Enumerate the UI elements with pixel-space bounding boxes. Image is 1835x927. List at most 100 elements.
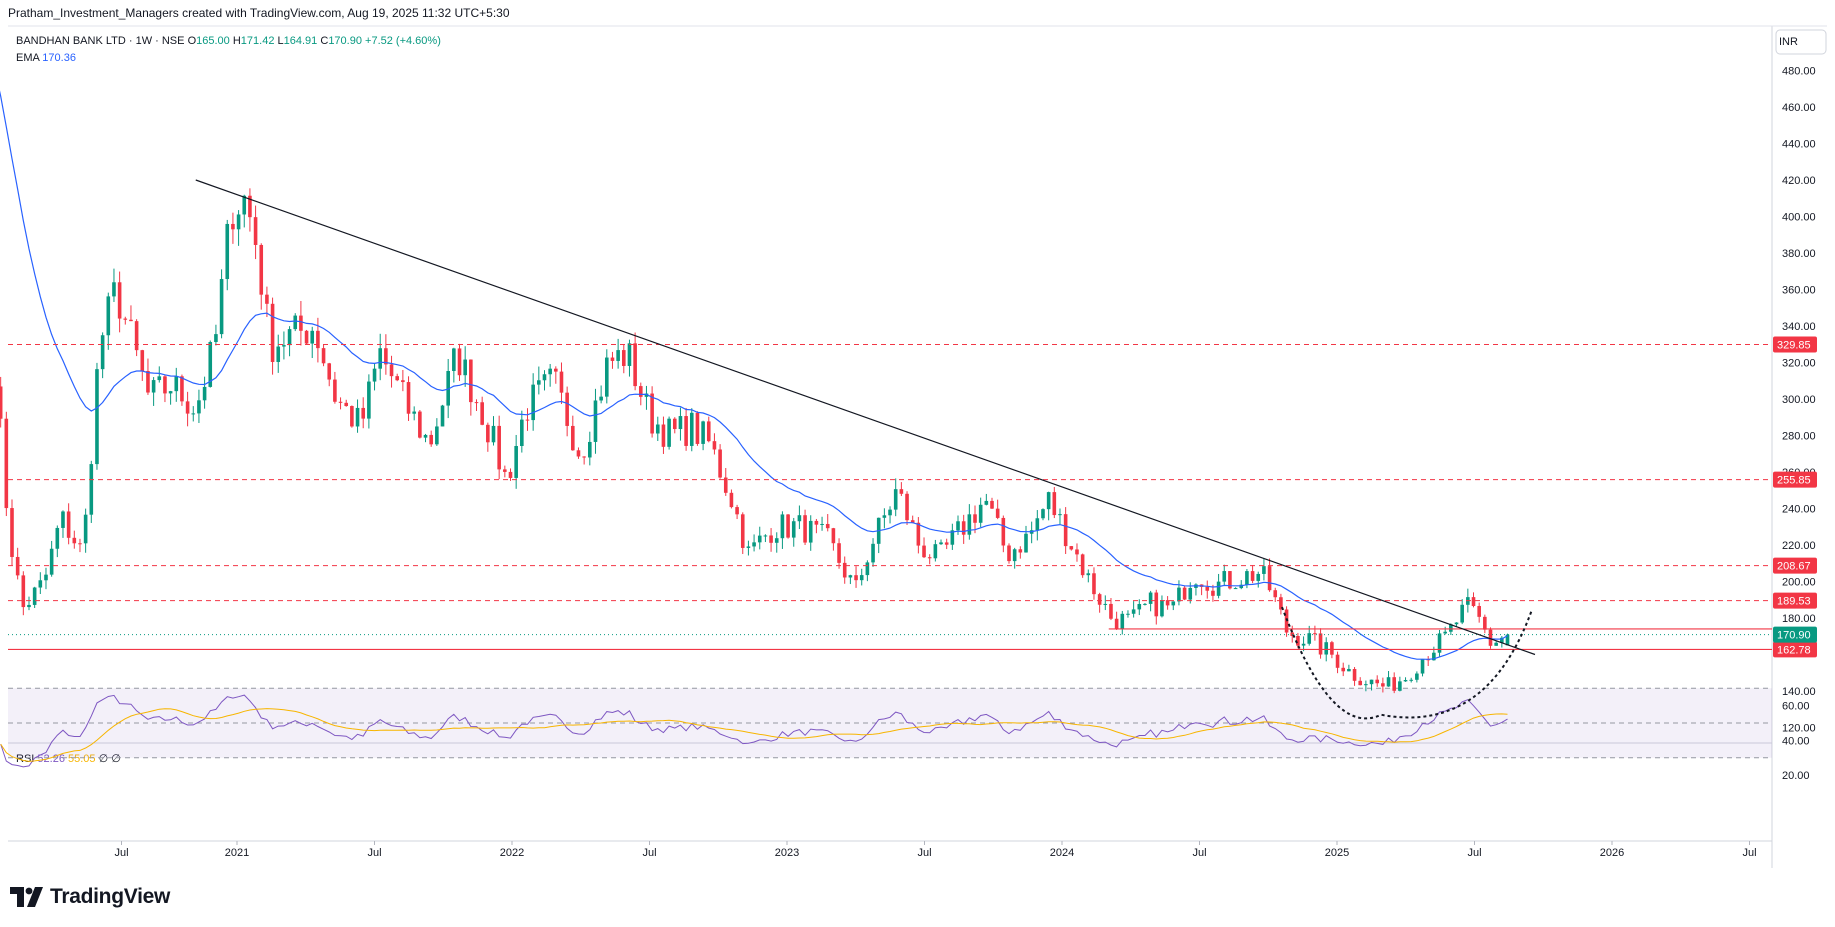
time-tick-label: 2024 [1050, 847, 1074, 859]
candle-body [1120, 613, 1125, 629]
candle-body [706, 421, 711, 442]
currency-label[interactable]: INR [1779, 36, 1798, 48]
candle [1262, 559, 1266, 581]
price-level-label: 255.85 [1777, 475, 1811, 487]
candle-body [1267, 566, 1272, 591]
candle-body [814, 520, 819, 525]
candle-body [616, 350, 620, 361]
candle-body [1148, 592, 1153, 604]
candle [621, 344, 626, 374]
candle-body [990, 500, 994, 509]
candle [378, 333, 383, 381]
time-tick-label: 2025 [1325, 847, 1349, 859]
candle [27, 596, 31, 611]
candle [905, 491, 909, 525]
rsi-label[interactable]: RSI [16, 753, 35, 765]
candle-body [984, 500, 989, 505]
candle-body [1041, 509, 1045, 519]
candle [21, 571, 26, 616]
candle [95, 362, 99, 470]
candle-body [927, 557, 932, 559]
candle [916, 517, 921, 554]
candle-body [10, 508, 14, 557]
candle [38, 572, 43, 595]
candle-body [973, 514, 977, 523]
candle-body [106, 296, 111, 336]
candle-body [791, 521, 796, 538]
candle-body [497, 425, 501, 470]
candle-body [1279, 597, 1283, 610]
candle [412, 406, 416, 421]
time-tick-label: Jul [1467, 847, 1481, 859]
candle-body [384, 348, 388, 365]
candle-body [514, 445, 518, 478]
candle [695, 411, 700, 446]
candle [1205, 580, 1210, 599]
candle [1024, 525, 1028, 553]
candle [842, 556, 847, 584]
price-tick-label: 180.00 [1782, 613, 1816, 625]
candle-body [576, 450, 581, 457]
candle-body [372, 368, 377, 382]
candle [32, 586, 37, 609]
price-tick-label: 240.00 [1782, 504, 1816, 516]
price-change: +7.52 (+4.60%) [365, 35, 441, 47]
candle [146, 358, 150, 395]
candle-body [151, 380, 156, 393]
candle [876, 517, 881, 554]
candle-body [463, 359, 467, 376]
candle [202, 376, 207, 409]
candle-body [1018, 549, 1023, 553]
candle [944, 538, 949, 550]
candle-body [1058, 514, 1062, 516]
candle-body [667, 418, 671, 447]
candle-body [1500, 637, 1504, 643]
candle-body [1126, 613, 1130, 615]
candle [655, 416, 660, 441]
candle-body [15, 556, 20, 576]
candle [163, 374, 167, 403]
candle-body [797, 515, 802, 522]
candle-body [1494, 642, 1498, 646]
candle-body [593, 400, 598, 442]
candle [1409, 677, 1413, 683]
symbol-name[interactable]: BANDHAN BANK LTD · 1W · NSE [16, 35, 185, 47]
ohlc-row: BANDHAN BANK LTD · 1W · NSE O165.00 H171… [16, 33, 441, 50]
candle-body [956, 521, 960, 531]
candle [808, 515, 813, 551]
candle-body [1318, 633, 1323, 655]
candle [633, 332, 637, 391]
candle-body [333, 379, 337, 402]
candle [265, 286, 269, 318]
candle [1267, 558, 1272, 592]
candle [1126, 610, 1130, 618]
price-tick-label: 480.00 [1782, 66, 1816, 78]
tradingview-logo[interactable]: TradingView [10, 885, 170, 909]
candle [1279, 593, 1283, 615]
last-price-badge [1773, 626, 1817, 643]
ema-label[interactable]: EMA [16, 52, 40, 64]
candle [72, 530, 77, 549]
candle [1403, 677, 1408, 682]
candle-body [633, 343, 637, 387]
candle-body [1222, 571, 1227, 582]
candle-body [1505, 634, 1510, 646]
ohlc-open-label: O [187, 35, 197, 47]
candle-body [712, 441, 717, 450]
candle-body [259, 244, 264, 295]
candle [514, 434, 518, 489]
candle-body [140, 350, 145, 371]
candle-body [899, 489, 904, 494]
time-tick-label: 2026 [1600, 847, 1624, 859]
candle [667, 416, 671, 450]
price-level-label: 329.85 [1777, 340, 1811, 352]
candle [837, 538, 841, 569]
candle [157, 366, 162, 383]
candle-body [531, 384, 535, 421]
candle-body [1046, 492, 1051, 510]
candle [922, 537, 926, 559]
time-tick-label: Jul [642, 847, 656, 859]
candle-body [599, 396, 603, 401]
last-price-label: 170.90 [1777, 630, 1811, 642]
